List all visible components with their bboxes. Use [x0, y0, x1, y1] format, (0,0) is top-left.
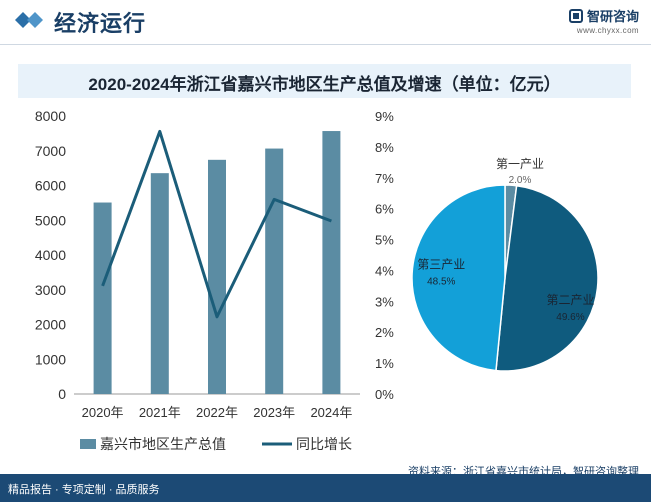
pie-slice [495, 184, 599, 372]
right-axis-tick-label: 8% [375, 140, 394, 155]
bar-gdp [208, 159, 226, 394]
left-axis-tick-label: 2000 [35, 317, 66, 333]
header-bar: 经济运行 智研咨询 www.chyxx.com [0, 0, 651, 44]
bar-gdp [322, 131, 341, 394]
left-axis-tick-label: 8000 [35, 108, 66, 124]
pie-label-name: 第三产业 [417, 257, 465, 271]
bar-gdp [93, 202, 112, 394]
pie-label-name: 第一产业 [496, 157, 544, 171]
logo-url: www.chyxx.com [576, 26, 639, 35]
left-axis-tick-label: 5000 [35, 212, 66, 228]
section-title: 经济运行 [54, 11, 147, 36]
left-axis-tick-label: 3000 [35, 282, 66, 298]
right-axis-tick-label: 2% [375, 325, 394, 340]
legend-label-growth: 同比增长 [296, 436, 352, 452]
left-axis-tick-label: 7000 [35, 143, 66, 159]
legend-swatch-gdp [80, 439, 96, 449]
right-axis-tick-label: 1% [375, 356, 394, 371]
footer-tagline: 精品报告 · 专项定制 · 品质服务 [8, 484, 160, 496]
left-axis-tick-label: 1000 [35, 351, 66, 367]
pie-label-value: 2.0% [509, 175, 532, 186]
x-axis-tick-label: 2020年 [82, 405, 124, 420]
x-axis-tick-label: 2023年 [253, 405, 295, 420]
chart-title-band: 2020-2024年浙江省嘉兴市地区生产总值及增速（单位：亿元） [18, 64, 631, 98]
right-axis-tick-label: 9% [375, 109, 394, 124]
pie-label-value: 48.5% [427, 276, 455, 287]
pie-label-name: 第二产业 [546, 293, 594, 307]
pie-label-value: 49.6% [556, 312, 584, 323]
footer-bar: 精品报告 · 专项定制 · 品质服务 [0, 474, 651, 502]
right-axis-tick-label: 7% [375, 171, 394, 186]
bar-gdp [265, 148, 284, 394]
right-axis-tick-label: 5% [375, 233, 394, 248]
left-axis-tick-label: 0 [58, 386, 66, 402]
legend-label-gdp: 嘉兴市地区生产总值 [100, 436, 226, 452]
pie-slice [411, 184, 506, 372]
right-axis-tick-label: 0% [375, 387, 394, 402]
x-axis-tick-label: 2024年 [310, 405, 352, 420]
double-chevron-icon [15, 12, 43, 28]
brand-logo: 智研咨询 www.chyxx.com [568, 6, 639, 35]
header-divider [0, 44, 651, 45]
right-axis-tick-label: 3% [375, 294, 394, 309]
bar-gdp [150, 173, 169, 394]
x-axis-tick-label: 2021年 [139, 405, 181, 420]
left-axis-tick-label: 6000 [35, 178, 66, 194]
right-axis-tick-label: 6% [375, 202, 394, 217]
x-axis-tick-label: 2022年 [196, 405, 238, 420]
right-axis-tick-label: 4% [375, 263, 394, 278]
logo-icon [568, 8, 583, 23]
chart-title: 2020-2024年浙江省嘉兴市地区生产总值及增速（单位：亿元） [88, 75, 561, 94]
left-axis-tick-label: 4000 [35, 247, 66, 263]
line-growth-rate [101, 129, 332, 319]
logo-name: 智研咨询 [586, 9, 639, 24]
